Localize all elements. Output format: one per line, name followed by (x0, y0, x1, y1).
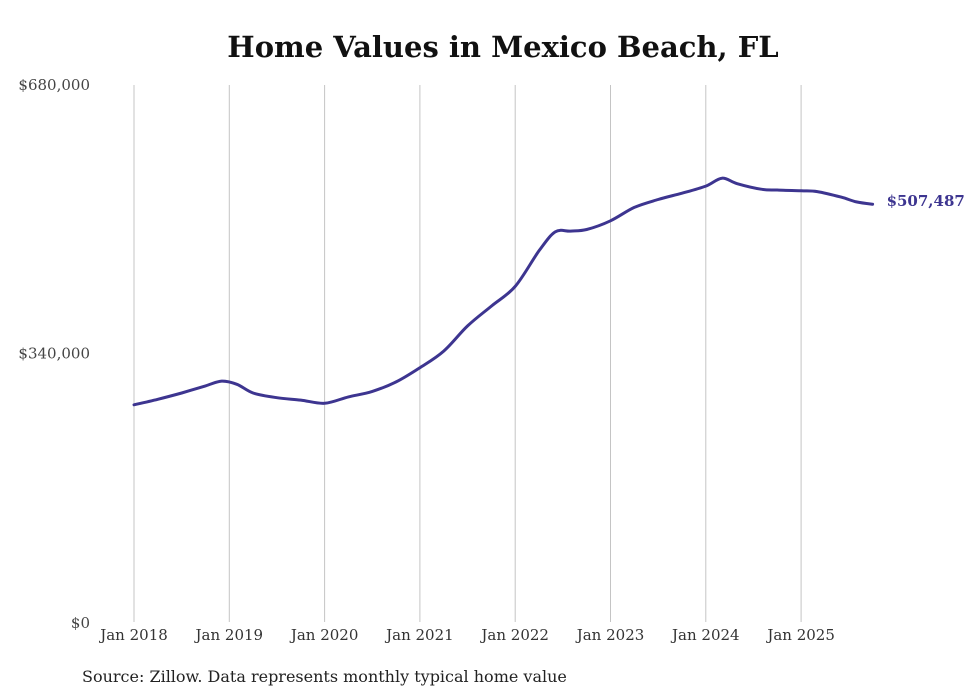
x-tick-label: Jan 2018 (98, 626, 168, 644)
x-tick-label: Jan 2021 (384, 626, 454, 644)
series: $507,487 (132, 176, 965, 407)
x-tick-label: Jan 2020 (289, 626, 359, 644)
gridlines (133, 85, 802, 622)
x-tick-label: Jan 2023 (575, 626, 645, 644)
y-tick-label: $680,000 (18, 76, 90, 94)
chart-title: Home Values in Mexico Beach, FL (227, 30, 779, 64)
y-tick-label: $0 (71, 614, 90, 632)
x-tick-label: Jan 2025 (765, 626, 835, 644)
y-tick-label: $340,000 (18, 345, 90, 363)
source-note: Source: Zillow. Data represents monthly … (82, 667, 567, 686)
x-axis: Jan 2018 Jan 2019 Jan 2020 Jan 2021 Jan 2022… (98, 626, 835, 644)
end-value-label: $507,487 (887, 192, 965, 210)
y-axis: $0 $340,000 $680,000 (18, 76, 90, 632)
series-line (132, 176, 875, 407)
x-tick-label: Jan 2019 (194, 626, 264, 644)
x-tick-label: Jan 2022 (479, 626, 549, 644)
x-tick-label: Jan 2024 (670, 626, 740, 644)
